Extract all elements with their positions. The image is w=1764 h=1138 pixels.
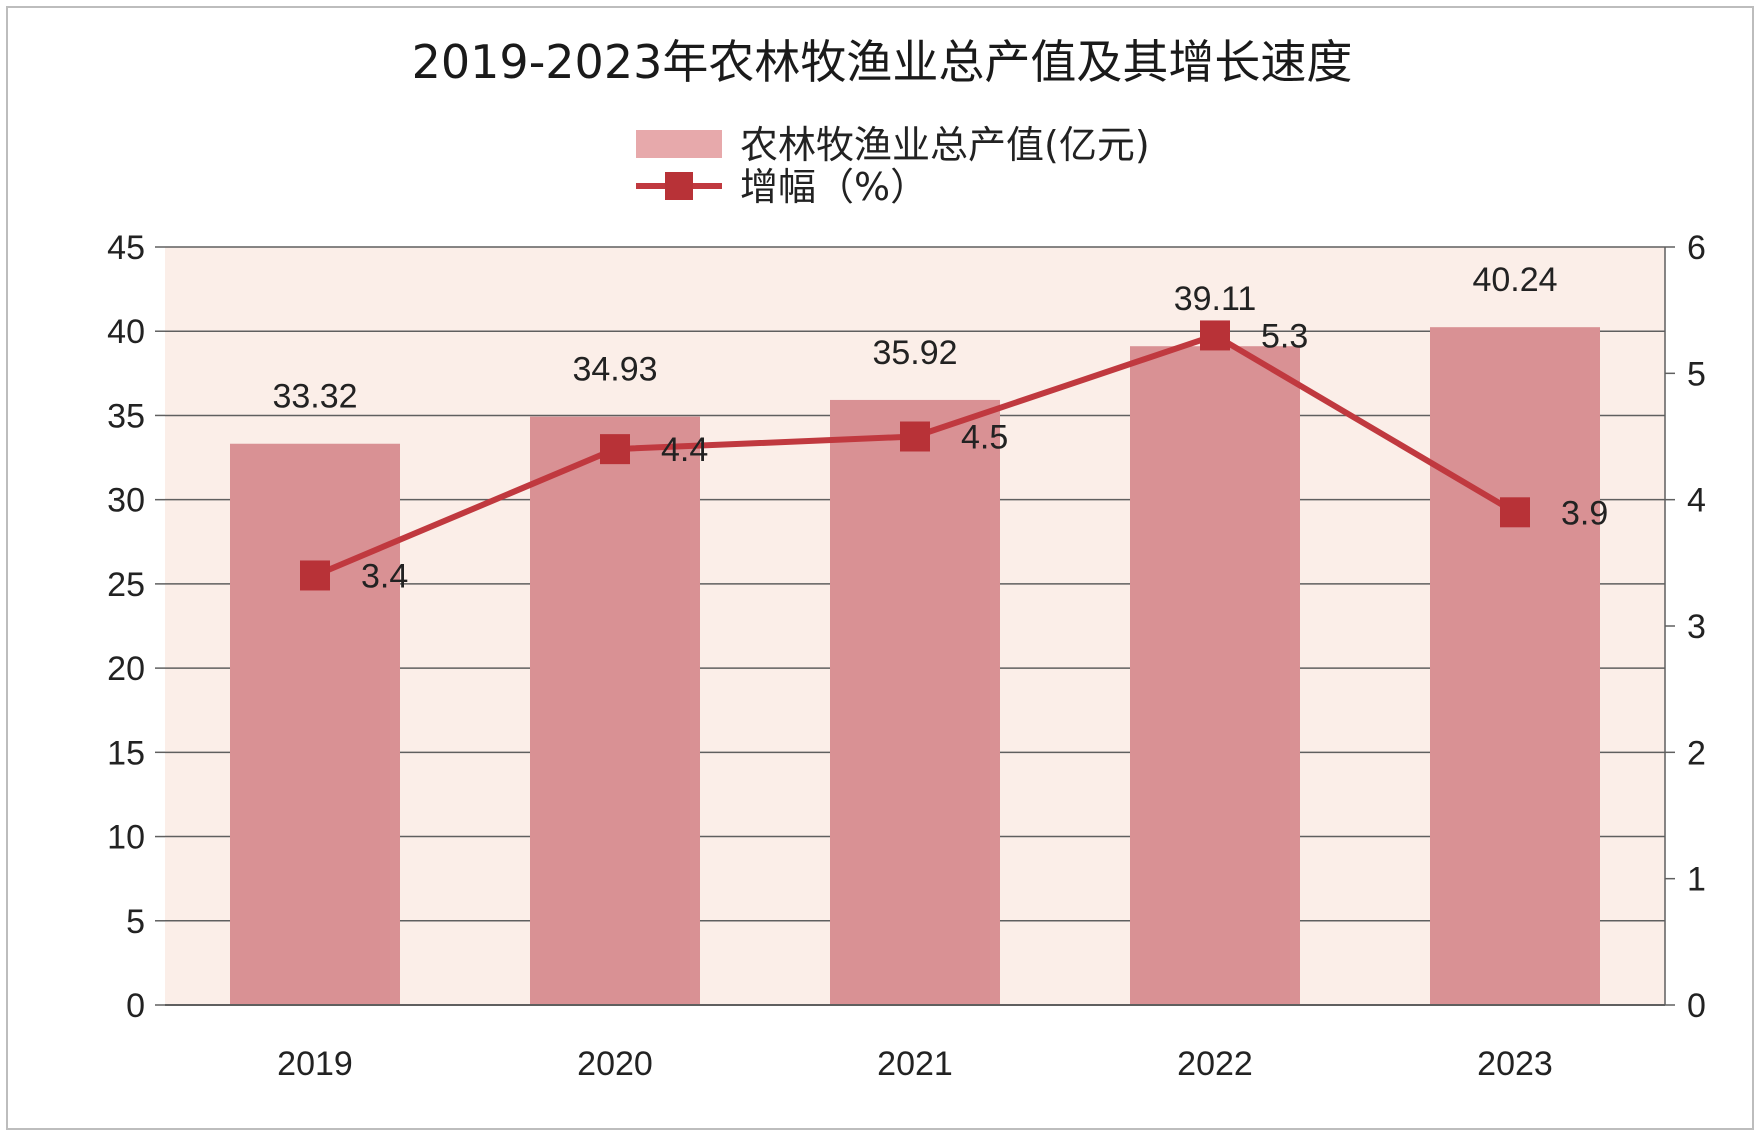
- x-tick-label: 2020: [577, 1045, 653, 1083]
- left-tick-label: 25: [107, 566, 145, 604]
- line-point-marker: [1500, 497, 1530, 528]
- right-tick-label: 5: [1687, 355, 1706, 393]
- left-tick-label: 10: [107, 819, 145, 857]
- legend: 农林牧渔业总产值(亿元) 增幅（%）: [636, 123, 1150, 209]
- left-tick-label: 0: [126, 987, 145, 1025]
- right-tick-label: 1: [1687, 861, 1706, 899]
- x-tick-label: 2021: [877, 1045, 953, 1083]
- bar: [830, 399, 1000, 1006]
- line-value-label: 4.4: [661, 431, 708, 469]
- line-value-label: 4.5: [961, 419, 1008, 457]
- x-tick-label: 2019: [277, 1045, 353, 1083]
- x-tick-label: 2023: [1477, 1045, 1553, 1083]
- right-tick-label: 2: [1687, 734, 1706, 772]
- bar: [230, 443, 400, 1005]
- left-tick-label: 15: [107, 734, 145, 772]
- bar: [1130, 346, 1300, 1006]
- line-value-label: 3.4: [361, 557, 408, 595]
- bar-value-label: 34.93: [572, 351, 657, 389]
- line-value-label: 5.3: [1261, 317, 1308, 355]
- line-point-marker: [1200, 320, 1230, 351]
- legend-label-line: 增幅（%）: [740, 165, 928, 209]
- bar-value-label: 40.24: [1472, 261, 1557, 299]
- line-point-marker: [600, 434, 630, 465]
- line-point-marker: [300, 560, 330, 591]
- right-tick-label: 0: [1687, 987, 1706, 1025]
- legend-swatch-marker: [665, 172, 693, 200]
- bar-value-label: 35.92: [872, 334, 957, 372]
- bar-value-label: 39.11: [1174, 280, 1257, 318]
- legend-swatch-bar: [636, 130, 722, 158]
- bar-value-label: 33.32: [272, 378, 357, 416]
- x-tick-label: 2022: [1177, 1045, 1253, 1083]
- right-tick-label: 4: [1687, 482, 1706, 520]
- chart-title: 2019-2023年农林牧渔业总产值及其增长速度: [412, 35, 1353, 89]
- right-tick-label: 3: [1687, 608, 1706, 646]
- bar: [1430, 327, 1600, 1005]
- left-tick-label: 30: [107, 482, 145, 520]
- legend-label-bar: 农林牧渔业总产值(亿元): [740, 123, 1150, 167]
- left-tick-label: 45: [107, 229, 145, 267]
- left-tick-label: 20: [107, 650, 145, 688]
- bar: [530, 416, 700, 1006]
- left-tick-label: 5: [126, 903, 145, 941]
- left-tick-label: 35: [107, 397, 145, 435]
- line-value-label: 3.9: [1561, 494, 1608, 532]
- right-tick-label: 6: [1687, 229, 1706, 267]
- left-tick-label: 40: [107, 313, 145, 351]
- line-point-marker: [900, 421, 930, 452]
